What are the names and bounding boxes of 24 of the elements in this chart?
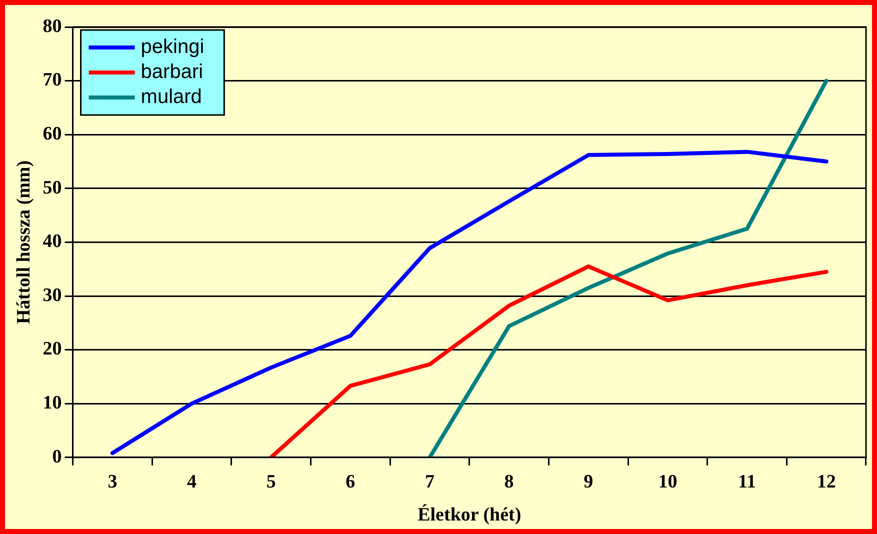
x-axis-title: Életkor (hét) — [418, 504, 522, 526]
x-tick-label: 6 — [346, 472, 356, 493]
y-axis-title: Háttoll hossza (mm) — [13, 160, 34, 324]
y-tick-label: 50 — [42, 177, 62, 198]
legend-label: mulard — [140, 86, 202, 108]
legend-label: pekingi — [140, 36, 204, 58]
x-tick-label: 11 — [738, 472, 756, 493]
y-tick-label: 60 — [42, 124, 62, 145]
y-tick-label: 20 — [42, 338, 62, 360]
x-tick-label: 8 — [504, 472, 514, 493]
y-tick-label: 70 — [42, 70, 62, 91]
y-tick-label: 30 — [42, 284, 62, 306]
x-tick-label: 4 — [187, 472, 198, 493]
x-tick-label: 9 — [584, 472, 594, 493]
legend-label: barbari — [140, 61, 204, 84]
x-tick-label: 7 — [424, 472, 435, 493]
x-tick-label: 10 — [658, 472, 678, 493]
x-tick-label: 5 — [266, 472, 276, 493]
y-tick-label: 10 — [42, 392, 62, 414]
y-tick-label: 40 — [42, 231, 62, 252]
y-tick-label: 80 — [42, 16, 62, 37]
y-tick-label: 0 — [52, 446, 62, 468]
x-tick-label: 12 — [816, 472, 836, 493]
x-tick-label: 3 — [108, 472, 118, 493]
